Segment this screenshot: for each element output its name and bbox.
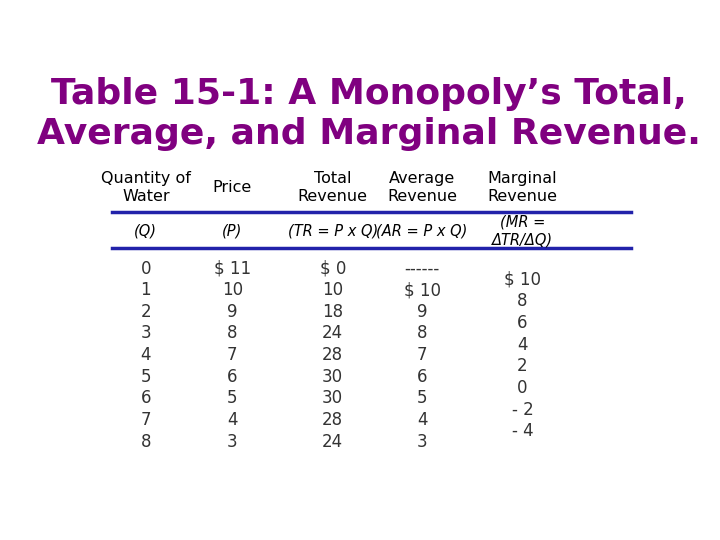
- Text: 2: 2: [517, 357, 528, 375]
- Text: $ 10: $ 10: [504, 271, 541, 289]
- Text: 30: 30: [322, 368, 343, 386]
- Text: 5: 5: [417, 389, 427, 407]
- Text: 4: 4: [517, 336, 528, 354]
- Text: 18: 18: [322, 303, 343, 321]
- Text: - 2: - 2: [512, 401, 534, 418]
- Text: 30: 30: [322, 389, 343, 407]
- Text: 5: 5: [227, 389, 238, 407]
- Text: 8: 8: [227, 325, 238, 342]
- Text: 28: 28: [322, 346, 343, 364]
- Text: 8: 8: [140, 433, 151, 450]
- Text: 4: 4: [417, 411, 427, 429]
- Text: Average
Revenue: Average Revenue: [387, 171, 457, 204]
- Text: (TR = P x Q): (TR = P x Q): [287, 224, 378, 239]
- Text: 7: 7: [227, 346, 238, 364]
- Text: 4: 4: [227, 411, 238, 429]
- Text: 3: 3: [227, 433, 238, 450]
- Text: 1: 1: [140, 281, 151, 299]
- Text: 0: 0: [517, 379, 528, 397]
- Text: (Q): (Q): [135, 224, 157, 239]
- Text: (AR = P x Q): (AR = P x Q): [377, 224, 468, 239]
- Text: ------: ------: [405, 260, 440, 278]
- Text: Marginal
Revenue: Marginal Revenue: [487, 171, 557, 204]
- Text: 28: 28: [322, 411, 343, 429]
- Text: 6: 6: [227, 368, 238, 386]
- Text: Price: Price: [212, 180, 252, 195]
- Text: $ 11: $ 11: [214, 260, 251, 278]
- Text: 6: 6: [517, 314, 528, 332]
- Text: 10: 10: [222, 281, 243, 299]
- Text: 10: 10: [322, 281, 343, 299]
- Text: 9: 9: [227, 303, 238, 321]
- Text: (P): (P): [222, 224, 243, 239]
- Text: 8: 8: [517, 292, 528, 310]
- Text: 5: 5: [140, 368, 151, 386]
- Text: (MR =
ΔTR/ΔQ): (MR = ΔTR/ΔQ): [492, 215, 553, 247]
- Text: 7: 7: [140, 411, 151, 429]
- Text: 8: 8: [417, 325, 427, 342]
- Text: Total
Revenue: Total Revenue: [298, 171, 368, 204]
- Text: 6: 6: [417, 368, 427, 386]
- Text: $ 0: $ 0: [320, 260, 346, 278]
- Text: 3: 3: [417, 433, 428, 450]
- Text: 6: 6: [140, 389, 151, 407]
- Text: - 4: - 4: [512, 422, 534, 440]
- Text: 3: 3: [140, 325, 151, 342]
- Text: 24: 24: [322, 433, 343, 450]
- Text: 9: 9: [417, 303, 427, 321]
- Text: 24: 24: [322, 325, 343, 342]
- Text: 7: 7: [417, 346, 427, 364]
- Text: 2: 2: [140, 303, 151, 321]
- Text: $ 10: $ 10: [403, 281, 441, 299]
- Text: Table 15-1: A Monopoly’s Total,
Average, and Marginal Revenue.: Table 15-1: A Monopoly’s Total, Average,…: [37, 77, 701, 151]
- Text: 0: 0: [140, 260, 151, 278]
- Text: Quantity of
Water: Quantity of Water: [101, 171, 191, 204]
- Text: 4: 4: [140, 346, 151, 364]
